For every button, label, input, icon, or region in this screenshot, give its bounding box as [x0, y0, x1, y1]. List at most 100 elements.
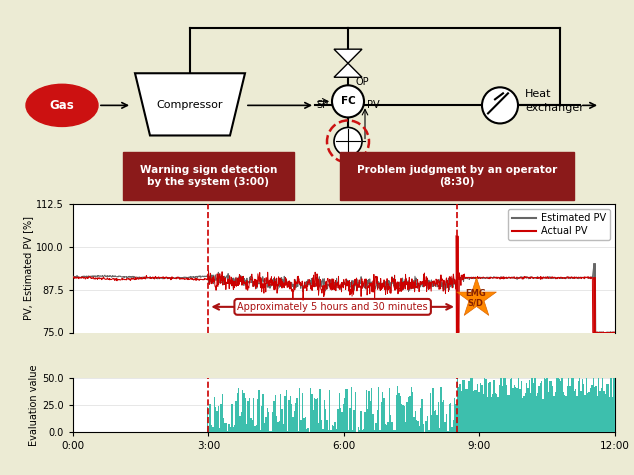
- Bar: [382, 392, 384, 432]
- Bar: [279, 420, 280, 432]
- Bar: [391, 422, 393, 432]
- Bar: [378, 387, 379, 432]
- Bar: [466, 389, 468, 432]
- Bar: [325, 408, 327, 432]
- Bar: [403, 405, 404, 432]
- Bar: [412, 392, 413, 432]
- Bar: [409, 396, 411, 432]
- Bar: [416, 420, 417, 432]
- Bar: [249, 398, 250, 432]
- Bar: [327, 420, 328, 432]
- Bar: [247, 401, 249, 432]
- Bar: [571, 378, 572, 432]
- Bar: [601, 388, 602, 432]
- Bar: [425, 421, 427, 432]
- Bar: [227, 431, 228, 432]
- Bar: [537, 393, 538, 432]
- Bar: [236, 393, 238, 432]
- Bar: [451, 427, 453, 432]
- Bar: [527, 388, 529, 432]
- Polygon shape: [334, 63, 362, 77]
- Bar: [317, 398, 318, 432]
- Bar: [380, 402, 382, 432]
- Y-axis label: Evaluation value: Evaluation value: [29, 364, 39, 446]
- Y-axis label: PV, Estimated PV [%]: PV, Estimated PV [%]: [23, 217, 34, 320]
- Bar: [304, 418, 306, 432]
- Bar: [582, 379, 583, 432]
- Bar: [480, 383, 481, 432]
- Bar: [241, 411, 242, 432]
- Bar: [606, 384, 607, 432]
- Bar: [389, 389, 390, 432]
- Bar: [368, 391, 370, 432]
- Bar: [281, 409, 283, 432]
- Bar: [574, 391, 575, 432]
- Bar: [500, 378, 501, 432]
- Bar: [495, 393, 496, 432]
- Legend: Estimated PV, Actual PV: Estimated PV, Actual PV: [508, 209, 610, 240]
- Bar: [436, 415, 437, 432]
- Bar: [352, 430, 354, 432]
- Bar: [361, 430, 363, 432]
- Bar: [474, 390, 476, 432]
- Bar: [559, 379, 560, 432]
- Bar: [576, 396, 578, 432]
- Bar: [564, 396, 566, 432]
- Bar: [545, 379, 547, 432]
- Bar: [316, 399, 317, 432]
- Bar: [492, 393, 493, 432]
- Bar: [442, 401, 443, 432]
- Bar: [355, 391, 356, 432]
- Bar: [242, 390, 243, 432]
- Bar: [434, 411, 435, 432]
- Bar: [233, 427, 234, 432]
- Bar: [404, 407, 405, 432]
- Bar: [511, 378, 512, 432]
- Bar: [245, 398, 246, 432]
- Bar: [428, 430, 430, 432]
- Bar: [456, 378, 458, 432]
- Bar: [533, 383, 534, 432]
- Bar: [566, 396, 567, 432]
- Bar: [234, 425, 235, 432]
- Bar: [487, 397, 488, 432]
- Bar: [375, 423, 377, 432]
- Bar: [379, 430, 380, 432]
- Bar: [567, 386, 568, 432]
- Bar: [276, 417, 278, 432]
- Bar: [591, 385, 593, 432]
- Bar: [303, 418, 304, 432]
- Text: Gas: Gas: [49, 99, 74, 112]
- Bar: [348, 430, 349, 432]
- Bar: [328, 430, 329, 432]
- Bar: [283, 424, 284, 432]
- Bar: [302, 393, 303, 432]
- Bar: [432, 388, 434, 432]
- Bar: [460, 384, 461, 432]
- Bar: [510, 380, 511, 432]
- Bar: [291, 404, 292, 432]
- Bar: [394, 430, 396, 432]
- Bar: [498, 397, 499, 432]
- Bar: [519, 389, 521, 432]
- Bar: [612, 397, 613, 432]
- Bar: [441, 387, 442, 432]
- Bar: [422, 399, 423, 432]
- Bar: [605, 394, 606, 432]
- Text: exchanger: exchanger: [525, 104, 584, 114]
- Bar: [228, 424, 230, 432]
- Bar: [553, 396, 555, 432]
- Bar: [209, 404, 210, 432]
- Text: Heat: Heat: [525, 89, 552, 99]
- Bar: [222, 394, 223, 432]
- Bar: [284, 397, 285, 432]
- Bar: [593, 378, 594, 432]
- Bar: [610, 378, 612, 432]
- Bar: [415, 411, 416, 432]
- Bar: [231, 405, 233, 432]
- Bar: [266, 408, 268, 432]
- Bar: [397, 386, 398, 432]
- Bar: [431, 415, 432, 432]
- Bar: [363, 429, 365, 432]
- Bar: [371, 388, 373, 432]
